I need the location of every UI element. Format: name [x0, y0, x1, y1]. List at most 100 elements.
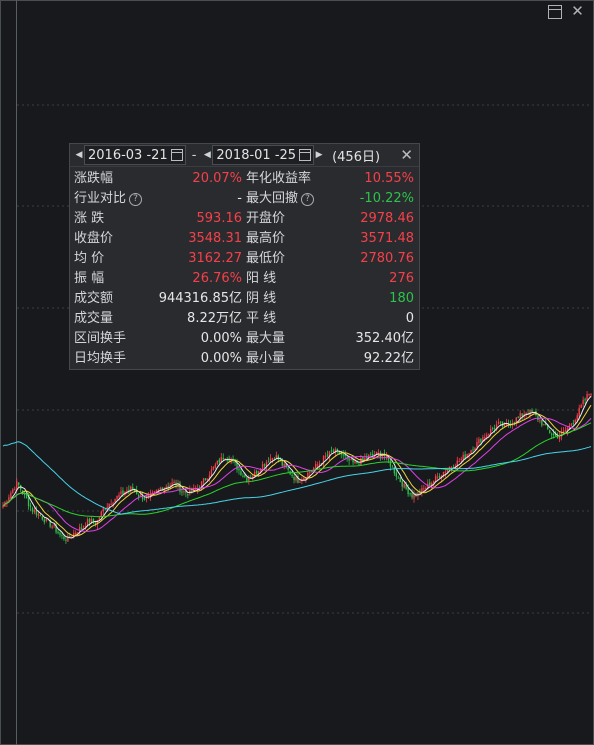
stat-label: 振 幅 — [74, 271, 105, 286]
candle-up — [155, 490, 158, 493]
candle-down — [346, 456, 348, 458]
candle-up — [350, 458, 352, 461]
candle-up — [78, 526, 81, 533]
candle-down — [491, 427, 494, 429]
candle-down — [541, 419, 543, 426]
restore-icon[interactable] — [548, 3, 565, 20]
candle-down — [49, 520, 51, 527]
stat-row: 均 价 3162.27 — [74, 249, 246, 269]
candle-up — [126, 490, 128, 492]
stat-row: 最低价 2780.76 — [246, 249, 418, 269]
candle-down — [340, 452, 342, 455]
candle-up — [183, 491, 185, 493]
ma60-line — [2, 422, 592, 518]
candle-down — [122, 490, 124, 494]
candle-up — [33, 510, 36, 513]
ma120-line — [2, 441, 592, 515]
candle-down — [556, 436, 559, 439]
candle-down — [391, 466, 394, 468]
close-icon[interactable]: ✕ — [571, 2, 584, 20]
candle-up — [110, 503, 112, 505]
stat-label: 收盘价 — [74, 231, 114, 246]
candle-down — [132, 487, 134, 490]
help-icon[interactable]: ? — [129, 192, 143, 206]
calendar-icon[interactable] — [299, 149, 312, 161]
candle-down — [336, 448, 339, 451]
candle-down — [531, 410, 533, 413]
candle-up — [574, 419, 576, 423]
stat-label: 最小量 — [246, 351, 286, 366]
candle-up — [364, 457, 366, 461]
start-date-picker[interactable]: 2016-03 -21 — [84, 145, 186, 165]
candle-down — [29, 505, 32, 507]
help-icon[interactable]: ? — [301, 192, 315, 206]
candle-up — [173, 481, 175, 484]
candle-down — [179, 482, 181, 492]
stat-row: 涨跌幅 20.07% — [74, 169, 246, 189]
candle-up — [305, 478, 307, 480]
candle-down — [387, 456, 390, 461]
candle-up — [543, 424, 545, 426]
stat-row: 成交额 944316.85亿 — [74, 289, 246, 309]
stat-row: 最小量 92.22亿 — [246, 349, 418, 369]
candle-up — [202, 478, 205, 483]
candle-down — [263, 464, 266, 466]
candle-up — [586, 394, 588, 400]
end-date-picker[interactable]: 2018-01 -25 — [212, 145, 315, 165]
candle-up — [139, 494, 142, 496]
candle-down — [242, 475, 244, 477]
candle-down — [63, 536, 65, 539]
end-next-arrow-icon[interactable]: ▶ — [315, 150, 323, 160]
candle-up — [303, 478, 305, 480]
candle-up — [466, 454, 468, 458]
stat-row: 涨 跌 593.16 — [74, 209, 246, 229]
candle-down — [320, 463, 323, 465]
candle-down — [547, 424, 549, 430]
candle-up — [73, 532, 75, 538]
candle-up — [208, 475, 211, 480]
calendar-icon[interactable] — [170, 149, 183, 161]
candle-up — [458, 460, 460, 462]
candle-down — [134, 489, 136, 492]
candle-down — [452, 466, 455, 468]
candle-down — [267, 461, 270, 463]
stat-label: 最大量 — [246, 331, 286, 346]
candle-up — [576, 415, 578, 421]
candle-up — [177, 483, 179, 487]
candle-up — [503, 423, 506, 428]
candle-down — [393, 466, 396, 474]
candle-down — [18, 482, 20, 485]
candle-up — [539, 420, 541, 422]
candle-up — [299, 481, 301, 483]
candle-down — [104, 509, 106, 511]
candle-up — [261, 464, 264, 471]
stat-value: 944316.85亿 — [158, 291, 242, 306]
candle-up — [212, 466, 215, 470]
candle-down — [338, 450, 340, 454]
candle-up — [254, 471, 256, 477]
candle-down — [472, 449, 474, 451]
candle-up — [67, 536, 69, 542]
axis-divider — [16, 0, 17, 745]
window-controls: ✕ — [548, 3, 586, 20]
candle-up — [169, 485, 171, 487]
start-prev-arrow-icon[interactable]: ◀ — [75, 150, 83, 160]
candle-down — [517, 416, 519, 418]
stat-row: 成交量 8.22万亿 — [74, 309, 246, 329]
candle-up — [562, 430, 565, 434]
candle-up — [403, 483, 405, 488]
end-prev-arrow-icon[interactable]: ◀ — [203, 150, 211, 160]
candle-down — [25, 493, 28, 499]
candle-down — [352, 458, 354, 463]
candle-down — [136, 490, 138, 495]
candle-up — [442, 471, 445, 477]
candle-down — [285, 463, 287, 468]
stat-value: 3571.48 — [360, 231, 414, 246]
candle-down — [128, 489, 130, 491]
stat-label: 最高价 — [246, 231, 286, 246]
candle-up — [120, 491, 122, 495]
stat-label: 最大回撤? — [246, 189, 315, 209]
close-icon[interactable]: ✕ — [400, 146, 413, 164]
candle-down — [480, 438, 482, 443]
